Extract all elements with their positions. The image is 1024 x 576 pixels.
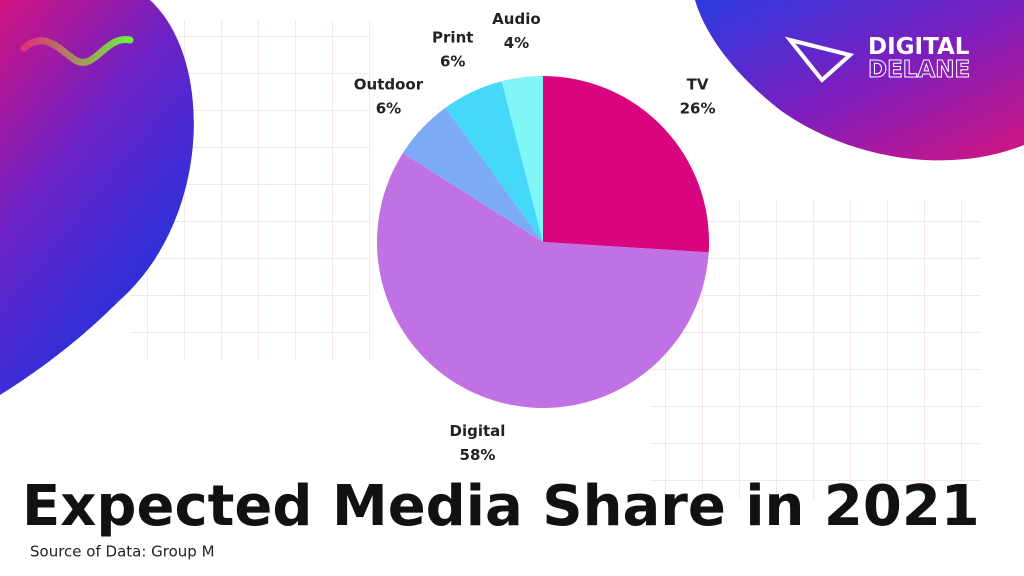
pie-slice — [501, 76, 543, 242]
pie-slice — [543, 76, 709, 253]
logo-text: DELANE — [868, 57, 970, 83]
slice-value: 6% — [376, 99, 401, 117]
slice-label: TV — [687, 75, 709, 93]
blob-left — [0, 0, 194, 395]
pie-slice — [445, 81, 543, 242]
slice-label: Digital — [450, 422, 506, 440]
slice-value: 58% — [460, 446, 496, 464]
pie-slice — [402, 107, 543, 242]
logo-icon — [784, 36, 855, 83]
chart-title: Expected Media Share in 2021 — [22, 474, 980, 539]
source: Source of Data: Group M — [30, 543, 215, 561]
pie-slice — [376, 153, 709, 408]
blob-right — [695, 0, 1024, 161]
slice-label: Audio — [492, 10, 540, 28]
slice-value: 26% — [680, 99, 716, 117]
slice-value: 4% — [504, 34, 529, 52]
slice-value: 6% — [440, 53, 465, 71]
slice-label: Print — [432, 29, 473, 47]
logo-text: DIGITAL — [868, 34, 970, 60]
pie: TV 26% Digital 58% Outdoor 6% Print 6% Audio 4% — [354, 10, 716, 464]
slice-label: Outdoor — [354, 75, 424, 93]
squiggle — [20, 36, 134, 66]
